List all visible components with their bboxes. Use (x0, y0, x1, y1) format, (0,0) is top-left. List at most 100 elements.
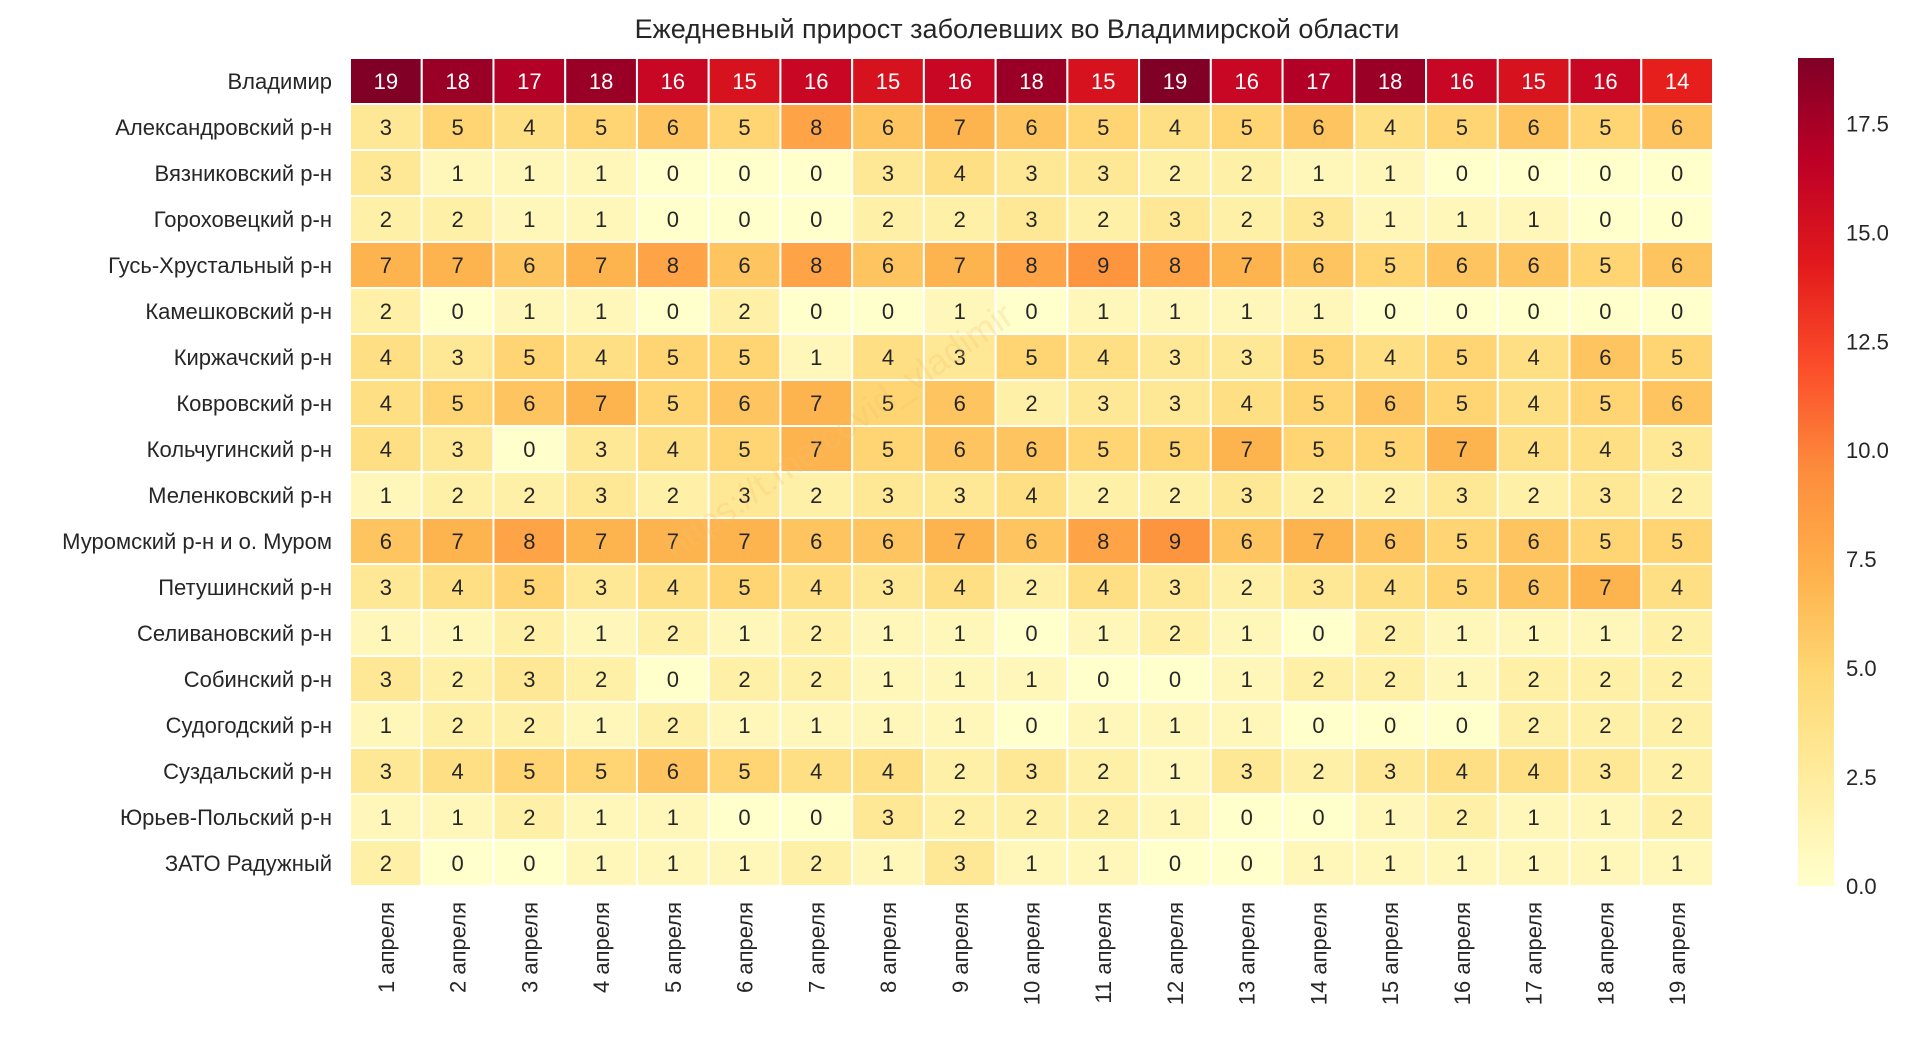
heatmap-cell (1209, 655, 1284, 703)
cell-value-label: 4 (954, 161, 966, 186)
heatmap-cell (1496, 103, 1571, 151)
cell-value-label: 5 (1456, 529, 1468, 554)
heatmap-cell (420, 655, 495, 703)
cell-value-label: 0 (667, 207, 679, 232)
cell-value-label: 5 (1025, 345, 1037, 370)
cell-value-label: 5 (738, 575, 750, 600)
cell-value-label: 6 (882, 253, 894, 278)
cell-value-label: 16 (1450, 69, 1474, 94)
cell-value-label: 1 (523, 161, 535, 186)
cell-value-label: 1 (1097, 299, 1109, 324)
cell-value-label: 5 (1671, 529, 1683, 554)
cell-value-label: 2 (954, 805, 966, 830)
cell-value-label: 2 (1312, 483, 1324, 508)
heatmap-cell (851, 103, 925, 151)
cell-value-label: 6 (1025, 437, 1037, 462)
cell-value-label: 14 (1665, 69, 1689, 94)
colorbar-ticks: 0.0 2.5 5.0 7.5 10.0 12.5 15.0 17.5 (1846, 111, 1889, 899)
cell-value-label: 5 (451, 115, 463, 140)
cell-value-label: 1 (1025, 851, 1037, 876)
column-labels: 1 апреля 2 апреля 3 апреля 4 апреля 5 апреля… (374, 902, 1690, 1005)
heatmap-cell (994, 563, 1069, 611)
heatmap-cell (1640, 839, 1715, 887)
cell-value-label: 7 (1312, 529, 1324, 554)
heatmap-cell (564, 839, 638, 887)
heatmap-cell (635, 425, 710, 473)
cell-value-label: 4 (810, 575, 822, 600)
cell-value-label: 6 (738, 391, 750, 416)
cell-value-label: 3 (380, 667, 392, 692)
heatmap-cell (1425, 839, 1499, 887)
cell-value-label: 18 (589, 69, 613, 94)
cell-value-label: 1 (1312, 161, 1324, 186)
cell-value-label: 2 (1241, 575, 1253, 600)
heatmap-cell (707, 57, 782, 105)
heatmap-cell (994, 701, 1069, 749)
cell-value-label: 0 (1671, 299, 1683, 324)
cell-value-label: 0 (810, 299, 822, 324)
cell-value-label: 2 (1384, 667, 1396, 692)
cell-value-label: 4 (1097, 575, 1109, 600)
cell-value-label: 1 (1097, 621, 1109, 646)
heatmap-cell (779, 655, 854, 703)
row-label: Кольчугинский р-н (147, 437, 332, 462)
heatmap-cell (1425, 195, 1499, 243)
row-labels: Владимир Александровский р-н Вязниковский … (62, 69, 332, 876)
heatmap-cell (1353, 471, 1428, 519)
heatmap-cell (1496, 747, 1571, 795)
heatmap-cell (1281, 471, 1356, 519)
cell-value-label: 5 (1169, 437, 1181, 462)
heatmap-cell (1568, 747, 1643, 795)
cell-value-label: 2 (1097, 207, 1109, 232)
heatmap-cell (994, 195, 1069, 243)
cell-value-label: 6 (380, 529, 392, 554)
heatmap-cell (1209, 839, 1284, 887)
cell-value-label: 1 (667, 805, 679, 830)
cell-value-label: 0 (1025, 299, 1037, 324)
cell-value-label: 1 (380, 805, 392, 830)
cell-value-label: 2 (667, 483, 679, 508)
cell-value-label: 0 (1599, 161, 1611, 186)
cell-value-label: 2 (380, 851, 392, 876)
cell-value-label: 2 (1384, 483, 1396, 508)
row-label: Вязниковский р-н (155, 161, 332, 186)
cell-value-label: 5 (1599, 391, 1611, 416)
cell-value-label: 0 (1097, 667, 1109, 692)
cell-value-label: 1 (1456, 667, 1468, 692)
cell-value-label: 3 (954, 851, 966, 876)
row-label: Меленковский р-н (148, 483, 332, 508)
heatmap-cell (1066, 655, 1141, 703)
heatmap-cell (922, 241, 997, 289)
cell-value-label: 2 (595, 667, 607, 692)
cell-value-label: 2 (810, 851, 822, 876)
cell-value-label: 4 (882, 759, 894, 784)
cell-value-label: 3 (1169, 345, 1181, 370)
cell-value-label: 0 (738, 805, 750, 830)
heatmap-cell (1281, 563, 1356, 611)
cell-value-label: 0 (810, 805, 822, 830)
column-label: 4 апреля (589, 902, 614, 993)
heatmap-cell (1568, 471, 1643, 519)
cell-value-label: 16 (804, 69, 828, 94)
cell-value-label: 4 (954, 575, 966, 600)
heatmap-cell (635, 839, 710, 887)
heatmap-cell (1568, 379, 1643, 427)
cell-value-label: 0 (1312, 621, 1324, 646)
heatmap-cell (1281, 425, 1356, 473)
cell-value-label: 1 (954, 621, 966, 646)
heatmap-cell (1066, 793, 1141, 841)
cell-value-label: 3 (1456, 483, 1468, 508)
heatmap-cell (1138, 839, 1212, 887)
cell-value-label: 7 (810, 437, 822, 462)
cell-value-label: 5 (1456, 575, 1468, 600)
column-label: 2 апреля (446, 902, 471, 993)
cell-value-label: 2 (1671, 713, 1683, 738)
cell-value-label: 8 (1169, 253, 1181, 278)
cell-value-label: 1 (810, 713, 822, 738)
cell-value-label: 2 (1097, 759, 1109, 784)
heatmap-cell (707, 563, 782, 611)
cell-value-label: 5 (595, 759, 607, 784)
cell-value-label: 1 (1241, 621, 1253, 646)
cell-value-label: 6 (1384, 529, 1396, 554)
column-label: 9 апреля (948, 902, 973, 993)
